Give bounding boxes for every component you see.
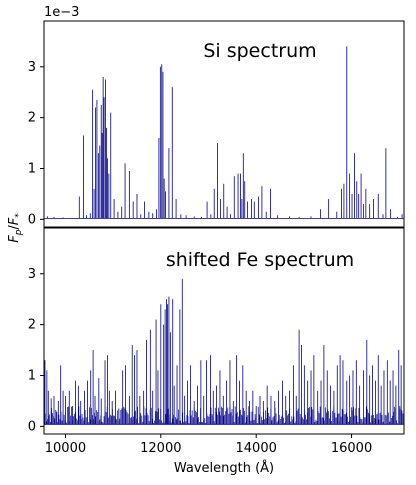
- fe-y-axis: 0 1 2 3: [28, 267, 44, 434]
- x-tick-label: 10000: [45, 441, 86, 456]
- y-label-main-2: F: [7, 217, 22, 225]
- fe-y-tick-label: 1: [28, 369, 36, 384]
- y-offset-label: 1e−3: [44, 5, 79, 20]
- si-spectrum-panel: 0 1 2 3 1e−3 Si spectrum: [28, 5, 405, 228]
- x-tick-label: 16000: [331, 441, 372, 456]
- si-y-tick-label: 1: [28, 162, 36, 177]
- fe-y-tick-label: 2: [28, 318, 36, 333]
- y-axis-label: Fp/F*: [7, 213, 24, 243]
- si-spectrum-annotation: Si spectrum: [203, 40, 316, 62]
- x-axis-label: Wavelength (Å): [174, 460, 274, 476]
- si-y-tick-label: 2: [28, 111, 36, 126]
- fe-axes-frame: [43, 227, 405, 435]
- x-tick-label: 14000: [236, 441, 277, 456]
- si-axes-frame: [43, 20, 405, 228]
- fe-plot-area: [44, 228, 404, 434]
- si-y-tick-label: 3: [28, 60, 36, 75]
- fe-spectrum-lines: [43, 278, 404, 425]
- fe-y-tick-label: 3: [28, 267, 36, 282]
- fe-spectrum-panel: 0 1 2 3 10000 12000 14000 16000 shifted Fe spe…: [28, 227, 405, 476]
- y-label-sub2: *: [14, 213, 24, 218]
- x-axis: 10000 12000 14000 16000: [45, 434, 372, 456]
- fe-spectrum-annotation: shifted Fe spectrum: [166, 249, 354, 271]
- si-spectrum-lines: [44, 46, 404, 219]
- y-label-main: F: [7, 235, 22, 243]
- fe-y-tick-label: 0: [28, 419, 36, 434]
- si-y-axis: 0 1 2 3: [28, 60, 44, 227]
- si-y-tick-label: 0: [28, 212, 36, 227]
- x-tick-label: 12000: [140, 441, 181, 456]
- y-label-sub1: p: [14, 229, 24, 236]
